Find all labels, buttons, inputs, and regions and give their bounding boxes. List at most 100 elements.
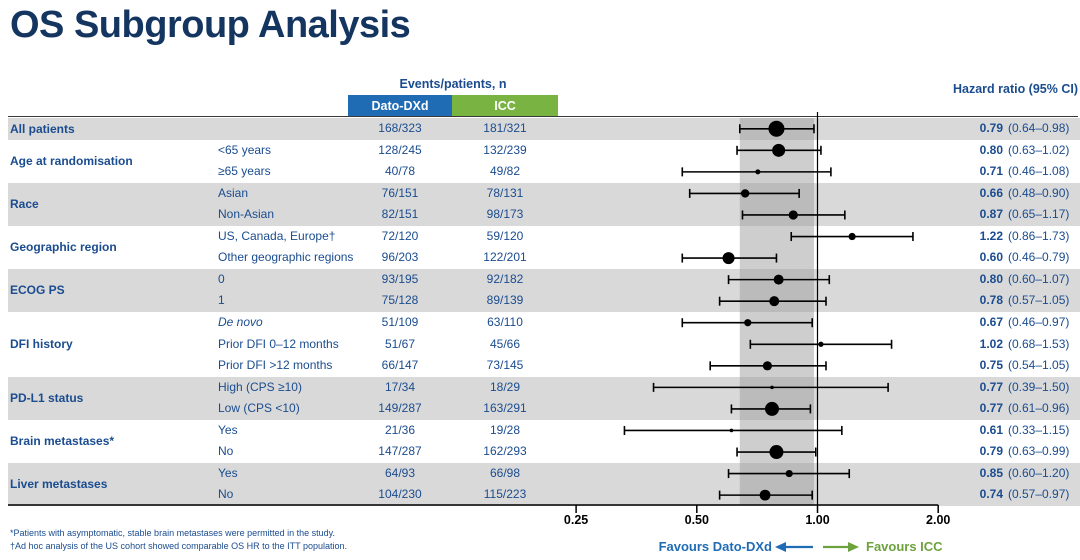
ci-value: (0.86–1.73)	[1008, 228, 1070, 243]
hr-value: 0.78	[979, 293, 1003, 308]
events-cell-icc: 59/120	[486, 228, 524, 243]
hr-ci-cell: 0.80 (0.63–1.02)	[967, 140, 1078, 162]
hr-value: 0.67	[979, 314, 1003, 329]
subgroup-label: Yes	[218, 465, 238, 480]
events-cell-dato: 149/287	[378, 401, 422, 416]
ci-whisker	[681, 252, 778, 265]
favours-dato-label: Favours Dato-DXd	[658, 539, 772, 554]
ci-value: (0.57–0.97)	[1008, 487, 1070, 502]
group-label: DFI history	[10, 337, 73, 352]
hr-ci-cell: 0.78 (0.57–1.05)	[967, 290, 1078, 312]
axis-tick-label: 2.00	[926, 513, 951, 527]
hr-ci-cell: 1.22 (0.86–1.73)	[967, 226, 1078, 248]
hr-value: 0.61	[979, 422, 1003, 437]
events-cell-icc: 89/139	[486, 293, 524, 308]
hr-ci-cell: 0.77 (0.61–0.96)	[967, 398, 1078, 420]
subgroup-label: ≥65 years	[218, 164, 271, 179]
hr-ci-cell: 0.60 (0.46–0.79)	[967, 247, 1078, 269]
ci-whisker	[623, 425, 843, 435]
hr-value: 0.80	[979, 271, 1003, 286]
events-cell-icc: 162/293	[483, 444, 527, 459]
subgroup-label: Yes	[218, 422, 238, 437]
hr-marker	[722, 252, 735, 265]
hr-value: 0.77	[979, 379, 1003, 394]
ci-value: (0.60–1.20)	[1008, 465, 1070, 480]
events-cell-icc: 163/291	[483, 401, 527, 416]
events-cell-dato: 64/93	[384, 465, 416, 480]
column-header-icc: ICC	[452, 95, 558, 116]
events-cell-dato: 76/151	[381, 185, 419, 200]
hr-marker	[755, 169, 761, 175]
hr-marker	[729, 428, 734, 433]
hr-marker	[772, 143, 786, 157]
events-cell-icc: 92/182	[486, 271, 524, 286]
group-label: ECOG PS	[10, 283, 65, 298]
hr-ci-cell: 0.77 (0.39–1.50)	[967, 377, 1078, 399]
hr-value: 1.02	[979, 336, 1003, 351]
group-label: Race	[10, 197, 39, 212]
events-cell-icc: 132/239	[483, 142, 527, 157]
subgroup-label: 1	[218, 293, 225, 308]
hr-value: 0.85	[979, 465, 1003, 480]
hr-value: 0.79	[979, 444, 1003, 459]
events-cell-dato: 128/245	[378, 142, 422, 157]
events-cell-dato: 51/67	[384, 336, 416, 351]
hr-ci-cell: 0.87 (0.65–1.17)	[967, 204, 1078, 226]
axis-tick-label: 0.50	[684, 513, 709, 527]
subgroup-label: Low (CPS <10)	[218, 401, 300, 416]
events-cell-dato: 40/78	[384, 164, 416, 179]
hr-value: 0.77	[979, 401, 1003, 416]
subgroup-label: High (CPS ≥10)	[218, 379, 302, 394]
events-cell-icc: 181/321	[483, 121, 527, 135]
axis-tick-label: 1.00	[805, 513, 830, 527]
events-cell-icc: 45/66	[489, 336, 521, 351]
ci-value: (0.46–0.79)	[1008, 250, 1070, 265]
hr-marker	[848, 232, 856, 241]
ci-value: (0.63–0.99)	[1008, 444, 1070, 459]
hr-value: 0.75	[979, 358, 1003, 373]
ci-value: (0.64–0.98)	[1008, 121, 1070, 135]
events-cell-dato: 51/109	[381, 314, 419, 329]
group-label: Liver metastases	[10, 477, 108, 492]
subgroup-label: Asian	[218, 185, 249, 200]
ci-value: (0.33–1.15)	[1008, 422, 1070, 437]
events-cell-dato: 104/230	[378, 487, 422, 502]
ci-whisker	[790, 232, 914, 242]
events-cell-dato: 72/120	[381, 228, 419, 243]
ci-whisker	[736, 445, 817, 460]
hr-ci-cell: 0.74 (0.57–0.97)	[967, 484, 1078, 506]
events-cell-dato: 82/151	[381, 207, 419, 222]
hr-ci-cell: 1.02 (0.68–1.53)	[967, 334, 1078, 356]
events-cell-icc: 122/201	[483, 250, 527, 265]
events-cell-dato: 17/34	[384, 379, 416, 394]
events-cell-dato: 168/323	[378, 121, 422, 135]
favours-left-arrow	[775, 542, 813, 552]
group-label: Age at randomisation	[10, 154, 133, 169]
subgroup-label: US, Canada, Europe†	[218, 228, 336, 243]
hr-ci-cell: 0.85 (0.60–1.20)	[967, 463, 1078, 485]
ci-whisker	[749, 339, 893, 349]
hr-marker	[744, 319, 752, 327]
hr-ci-cell: 0.66 (0.48–0.90)	[967, 183, 1078, 205]
events-cell-dato: 75/128	[381, 293, 419, 308]
hr-marker	[769, 445, 784, 460]
events-cell-dato: 147/287	[378, 444, 422, 459]
ci-whisker	[681, 167, 832, 177]
table-top-border	[8, 115, 1078, 117]
hr-value: 1.22	[979, 228, 1003, 243]
page-title: OS Subgroup Analysis	[10, 4, 411, 46]
hr-value: 0.60	[979, 250, 1003, 265]
ci-value: (0.46–0.97)	[1008, 314, 1070, 329]
row-stripe	[8, 462, 1080, 506]
group-label: Geographic region	[10, 240, 117, 255]
axis-tick-label: 0.25	[563, 513, 589, 527]
events-cell-icc: 63/110	[487, 314, 523, 329]
events-cell-icc: 19/28	[489, 422, 521, 437]
subgroup-label: Prior DFI 0–12 months	[218, 336, 339, 351]
ci-value: (0.60–1.07)	[1008, 271, 1070, 286]
ci-value: (0.46–1.08)	[1008, 164, 1070, 179]
hr-marker	[762, 361, 773, 371]
hr-value: 0.74	[979, 487, 1003, 502]
events-cell-icc: 73/145	[486, 358, 524, 373]
subgroup-label: No	[218, 487, 234, 502]
